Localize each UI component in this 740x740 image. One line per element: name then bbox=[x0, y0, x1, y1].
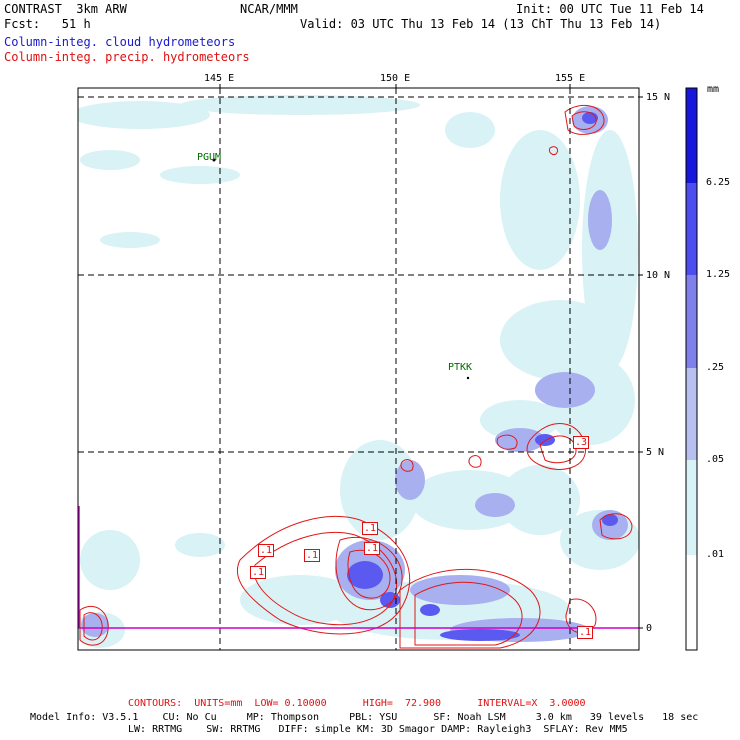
legend-cloud: Column-integ. cloud hydrometeors bbox=[4, 35, 236, 49]
colorbar-segment-2 bbox=[686, 183, 697, 275]
contour-label: .1 bbox=[304, 549, 321, 562]
colorbar-level-0-05: .05 bbox=[706, 454, 725, 465]
model-title: CONTRAST 3km ARW bbox=[4, 2, 127, 16]
station-label-ptkk: PTKK bbox=[448, 362, 473, 373]
map-frame bbox=[77, 87, 640, 651]
lat-label-15n: 15 N bbox=[646, 92, 671, 103]
contour-label: .1 bbox=[362, 522, 379, 535]
lon-label-155: 155 E bbox=[555, 73, 586, 84]
colorbar-unit: mm bbox=[707, 84, 720, 95]
legend-precip: Column-integ. precip. hydrometeors bbox=[4, 50, 250, 64]
colorbar bbox=[685, 87, 698, 651]
model-info-line2: LW: RRTMG SW: RRTMG DIFF: simple KM: 3D … bbox=[128, 724, 628, 735]
station-dot-ptkk bbox=[466, 376, 470, 380]
precip-contours bbox=[79, 104, 633, 649]
model-info-line1: Model Info: V3.5.1 CU: No Cu MP: Thompso… bbox=[30, 712, 699, 723]
init-time: Init: 00 UTC Tue 11 Feb 14 bbox=[516, 2, 704, 16]
colorbar-segment-1 bbox=[686, 88, 697, 183]
contour-label: .1 bbox=[364, 542, 381, 555]
colorbar-segment-3 bbox=[686, 275, 697, 368]
lat-label-5n: 5 N bbox=[646, 447, 665, 458]
lat-label-10n: 10 N bbox=[646, 270, 671, 281]
colorbar-segment-4 bbox=[686, 368, 697, 460]
valid-time: Valid: 03 UTC Thu 13 Feb 14 (13 ChT Thu … bbox=[300, 17, 662, 31]
lon-label-145: 145 E bbox=[204, 73, 235, 84]
colorbar-frame bbox=[685, 87, 698, 651]
contour-label: .1 bbox=[577, 626, 594, 639]
lon-label-150: 150 E bbox=[380, 73, 411, 84]
frame-ticks bbox=[219, 84, 643, 629]
cloud-field-heavy bbox=[347, 112, 618, 641]
org-label: NCAR/MMM bbox=[240, 2, 298, 16]
forecast-hour: Fcst: 51 h bbox=[4, 17, 91, 31]
contour-label: .1 bbox=[258, 544, 275, 557]
contour-label: .3 bbox=[573, 436, 590, 449]
colorbar-level-1-25: 1.25 bbox=[706, 269, 731, 280]
station-label-pgum: PGUM bbox=[197, 152, 222, 163]
colorbar-level-6-25: 6.25 bbox=[706, 177, 731, 188]
colorbar-level-0-25: .25 bbox=[706, 362, 725, 373]
lat-label-0: 0 bbox=[646, 623, 653, 634]
contours-info: CONTOURS: UNITS=mm LOW= 0.10000 HIGH= 72… bbox=[128, 698, 586, 709]
contour-label: .1 bbox=[250, 566, 267, 579]
colorbar-segment-5 bbox=[686, 460, 697, 555]
colorbar-segment-6 bbox=[686, 555, 697, 650]
colorbar-level-0-01: .01 bbox=[706, 549, 725, 560]
station-dot-pgum bbox=[212, 158, 216, 162]
